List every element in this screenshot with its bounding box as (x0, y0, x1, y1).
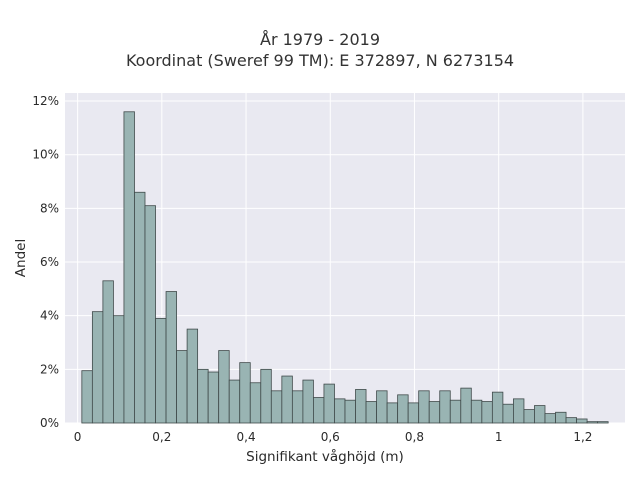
histogram-bar (418, 390, 430, 424)
x-tick-label: 1 (495, 430, 503, 444)
histogram-bar (481, 401, 493, 424)
histogram-bar (197, 368, 209, 424)
x-tick-label: 0 (74, 430, 82, 444)
histogram-bar (313, 397, 325, 424)
histogram-bar (460, 387, 472, 424)
histogram-bar (176, 350, 188, 424)
y-axis-ticks: 0% 2% 4% 6% 8% 10% 12% (32, 94, 59, 430)
histogram-bar (470, 399, 483, 424)
histogram-bar (565, 417, 577, 424)
histogram-bar (165, 291, 177, 424)
histogram-bar (334, 398, 346, 424)
histogram-bar (386, 402, 399, 424)
histogram-bar (91, 311, 104, 424)
histogram-bar (555, 411, 567, 424)
histogram-bar (81, 370, 93, 424)
y-tick-label: 0% (40, 416, 59, 430)
histogram-bar (186, 328, 199, 424)
histogram-bar (270, 390, 283, 424)
histogram-bar (376, 390, 388, 424)
histogram-bar (228, 379, 241, 424)
y-tick-label: 6% (40, 255, 59, 269)
histogram-bar (155, 317, 167, 424)
histogram-bar (576, 418, 588, 424)
histogram-bar (439, 390, 451, 424)
chart-title-line-2: Koordinat (Sweref 99 TM): E 372897, N 62… (125, 51, 515, 70)
histogram-bar (534, 405, 546, 424)
histogram-bar (449, 399, 462, 424)
histogram-bar (428, 401, 441, 424)
histogram-bar (323, 383, 335, 424)
histogram-bar (491, 391, 504, 424)
histogram-bar (291, 390, 304, 424)
histogram-bar (281, 375, 293, 424)
y-axis-label: Andel (13, 239, 29, 277)
histogram-bar (502, 403, 514, 424)
histogram-bar (513, 398, 525, 424)
histogram-bar (218, 350, 230, 424)
x-axis-ticks: 0 0,2 0,4 0,6 0,8 1 1,2 (74, 430, 593, 444)
chart-title-line-1: År 1979 - 2019 (260, 30, 380, 49)
histogram-bar (523, 409, 535, 424)
histogram-bar (355, 389, 367, 424)
x-tick-label: 0,8 (405, 430, 424, 444)
histogram-bar (597, 421, 609, 424)
histogram-bar (302, 379, 314, 424)
x-axis-label: Signifikant våghöjd (m) (246, 448, 404, 465)
x-tick-label: 0,4 (237, 430, 256, 444)
y-tick-label: 12% (32, 94, 59, 108)
histogram-bar (207, 371, 220, 424)
histogram-bar (365, 401, 377, 424)
histogram-bar (123, 111, 135, 424)
histogram-bar (397, 394, 409, 424)
histogram-bar (144, 205, 156, 424)
bars-group (81, 111, 609, 424)
x-tick-label: 0,2 (152, 430, 171, 444)
histogram-bar (586, 421, 599, 424)
histogram-bar (544, 413, 556, 424)
histogram-bar (239, 362, 251, 424)
y-tick-label: 8% (40, 201, 59, 215)
histogram-bar (260, 368, 272, 424)
histogram-bar (249, 382, 262, 424)
y-tick-label: 4% (40, 309, 59, 323)
x-tick-label: 1,2 (573, 430, 592, 444)
y-tick-label: 2% (40, 362, 59, 376)
x-tick-label: 0,6 (321, 430, 340, 444)
histogram-bar (407, 402, 420, 424)
histogram-bar (113, 315, 125, 424)
histogram-bar (134, 191, 146, 424)
histogram-bar (344, 399, 356, 424)
y-tick-label: 10% (32, 148, 59, 162)
histogram-bar (102, 280, 114, 424)
